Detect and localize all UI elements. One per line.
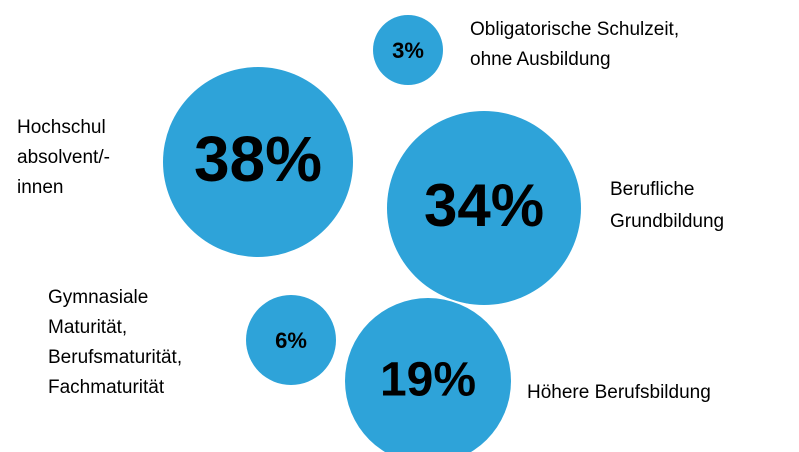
bubble xyxy=(387,111,581,305)
category-label: Fachmaturität xyxy=(48,377,165,398)
value-label: 38% xyxy=(194,123,322,195)
category-label: Gymnasiale xyxy=(48,287,148,308)
category-label: Höhere Berufsbildung xyxy=(527,382,711,403)
bubble xyxy=(163,67,353,257)
category-label: Berufsmaturität, xyxy=(48,347,182,368)
value-label: 19% xyxy=(380,354,476,407)
category-label: Hochschul xyxy=(17,117,106,138)
category-label: Obligatorische Schulzeit, xyxy=(470,19,679,40)
category-label: innen xyxy=(17,177,64,198)
bubble xyxy=(373,15,443,85)
category-label: Berufliche xyxy=(610,179,695,200)
value-label: 34% xyxy=(424,172,544,239)
category-label: Maturität, xyxy=(48,317,127,338)
bubble xyxy=(345,298,511,452)
value-label: 3% xyxy=(392,38,424,63)
category-label: Grundbildung xyxy=(610,211,724,232)
bubble xyxy=(246,295,336,385)
category-label: absolvent/- xyxy=(17,147,110,168)
category-label: ohne Ausbildung xyxy=(470,49,611,70)
value-label: 6% xyxy=(275,328,307,353)
